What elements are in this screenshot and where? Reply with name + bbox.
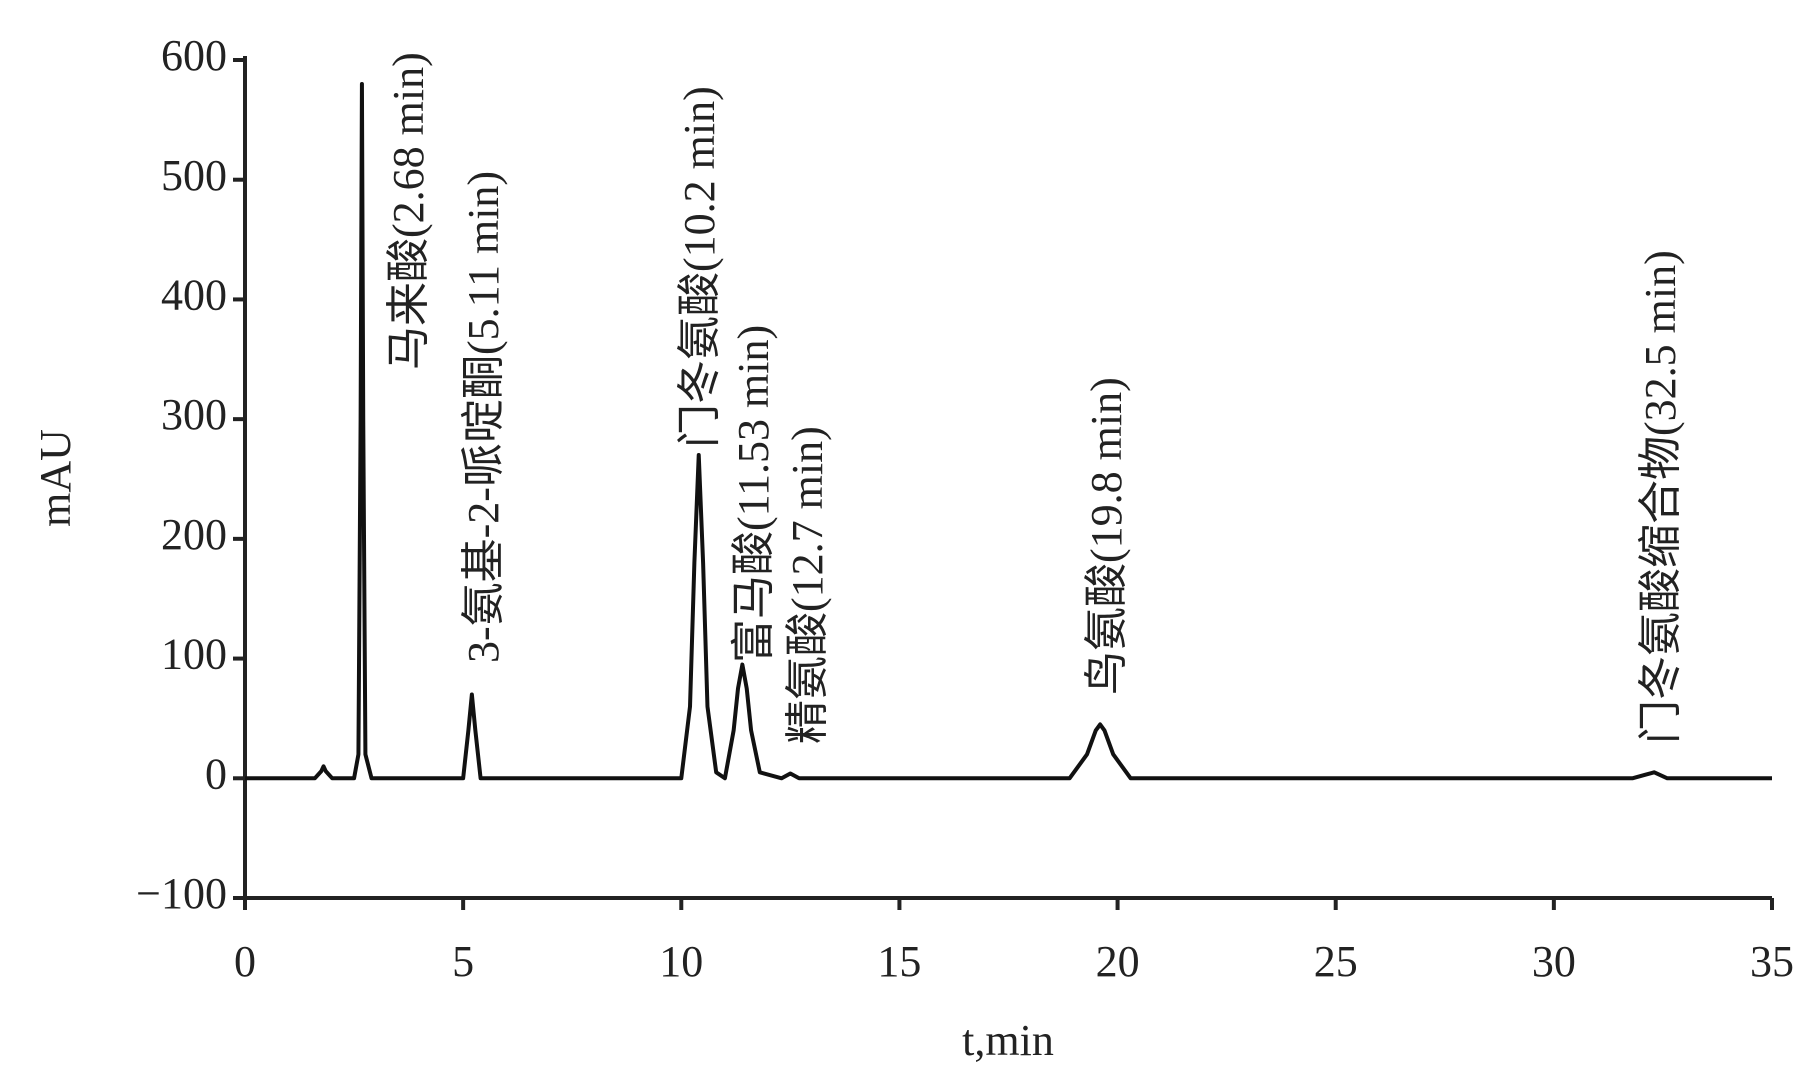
x-tick-label: 5 — [452, 937, 474, 986]
y-tick-label: −100 — [136, 869, 227, 918]
x-tick-label: 10 — [659, 937, 703, 986]
peak-label: 门冬氨酸缩合物(32.5 min) — [1636, 250, 1685, 744]
x-tick-label: 30 — [1532, 937, 1576, 986]
peak-label: 鸟氨酸(19.8 min) — [1082, 377, 1131, 695]
peak-label: 精氨酸(12.7 min) — [783, 426, 832, 744]
y-tick-label: 500 — [161, 151, 227, 200]
peak-label: 马来酸(2.68 min) — [384, 52, 433, 370]
x-tick-label: 15 — [877, 937, 921, 986]
trace — [245, 81, 1772, 781]
y-tick-label: 400 — [161, 271, 227, 320]
y-tick-label: 200 — [161, 510, 227, 559]
x-tick-label: 20 — [1096, 937, 1140, 986]
x-axis-label: t,min — [962, 1016, 1054, 1065]
x-tick-label: 0 — [234, 937, 256, 986]
peak-label: 富马酸(11.53 min) — [729, 325, 778, 663]
x-tick-label: 25 — [1314, 937, 1358, 986]
y-tick-label: 0 — [205, 749, 227, 798]
x-tick-label: 35 — [1750, 937, 1794, 986]
y-tick-label: 300 — [161, 390, 227, 439]
y-tick-label: 100 — [161, 630, 227, 679]
peak-label: 门冬氨酸(10.2 min) — [675, 86, 724, 448]
y-axis-label: mAU — [31, 429, 80, 527]
peak-label: 3-氨基-2-哌啶酮(5.11 min) — [459, 171, 508, 663]
y-tick-label: 600 — [161, 31, 227, 80]
